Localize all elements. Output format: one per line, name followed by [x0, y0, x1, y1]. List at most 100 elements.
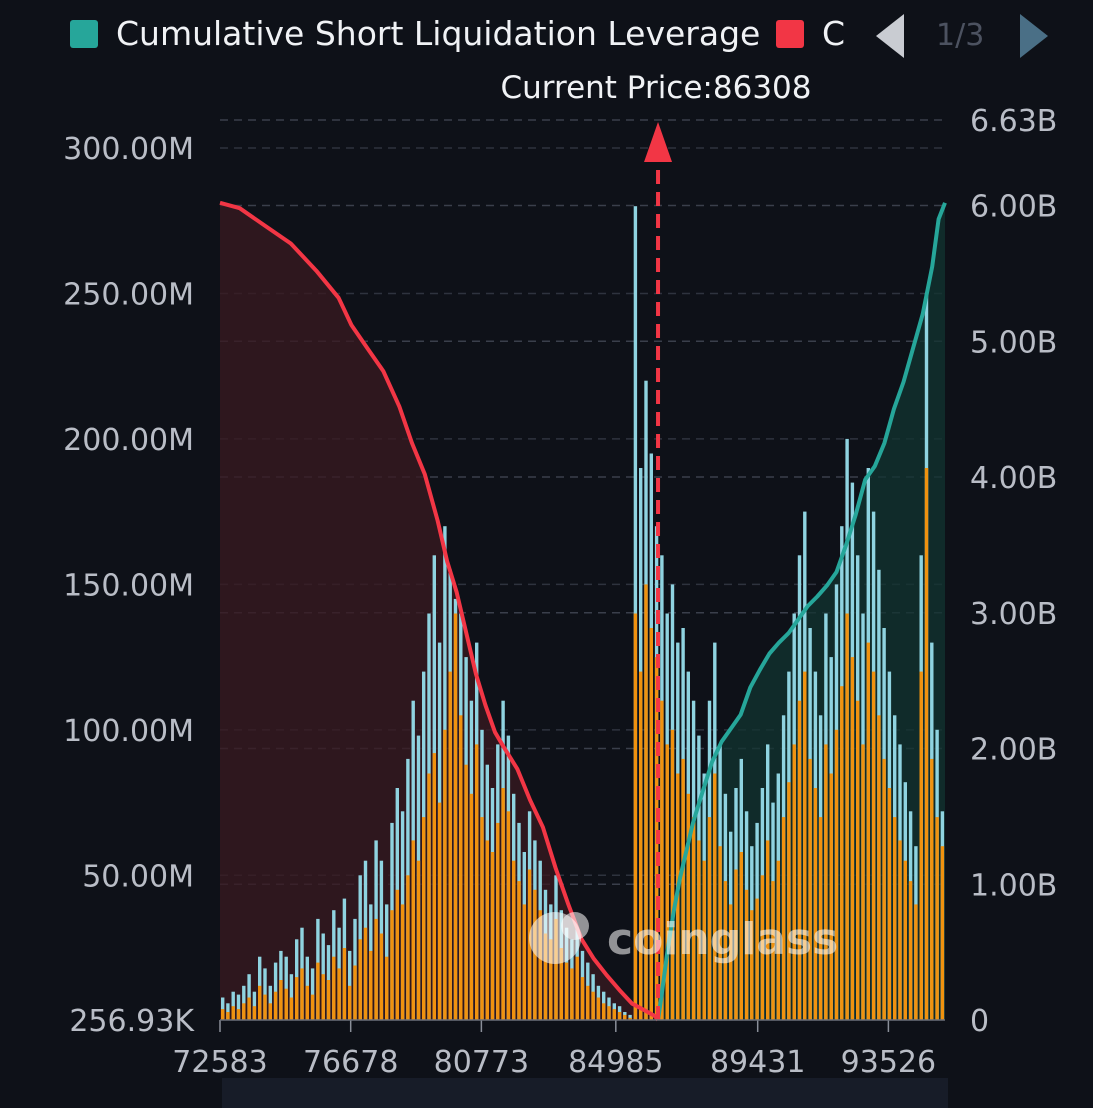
bar-orange [776, 860, 780, 1020]
bar-orange [459, 715, 463, 1020]
watermark-text: coinglass [607, 914, 838, 965]
bar-cyan [310, 968, 315, 1020]
bar-cyan [633, 206, 638, 1020]
bar-orange [723, 881, 728, 1020]
bar-orange [268, 1003, 272, 1020]
y-right-tick-label: 6.00B [970, 190, 1057, 225]
bar-orange [691, 817, 696, 1020]
bar-orange [660, 700, 664, 1020]
short-cumulative-line [656, 202, 947, 1021]
bar-orange [284, 988, 288, 1020]
y-left-tick-label: 256.93K [69, 1004, 195, 1039]
legend-prev-page-icon[interactable] [876, 14, 904, 58]
bar-cyan [268, 985, 272, 1020]
bar-orange [411, 840, 415, 1020]
bar-orange [623, 1014, 627, 1020]
bar-orange [840, 686, 844, 1020]
bar-orange [612, 1009, 616, 1020]
y-left-tick-label: 300.00M [63, 132, 194, 167]
bar-orange [310, 994, 315, 1020]
legend-item-short[interactable]: Cumulative Short Liquidation Leverage [70, 14, 760, 53]
x-tick-label: 93526 [841, 1045, 936, 1080]
bar-orange [808, 758, 812, 1020]
bar-cyan [628, 1014, 632, 1020]
bar-orange [670, 729, 675, 1020]
y-right-tick-label: 4.00B [970, 461, 1057, 496]
bar-orange [887, 788, 892, 1020]
bar-orange [697, 840, 701, 1020]
bar-orange [575, 956, 579, 1020]
current-price-marker: Current Price:86308 [501, 70, 811, 1020]
bar-orange [533, 889, 537, 1020]
y-right-tick-label: 2.00B [970, 733, 1057, 768]
bar-cyan [284, 956, 288, 1020]
bar-orange [416, 860, 421, 1020]
bar-orange [443, 729, 447, 1020]
current-price-arrow-icon [644, 122, 673, 162]
bar-orange [385, 956, 389, 1020]
bar-orange [348, 985, 352, 1020]
bar-orange [231, 1006, 235, 1020]
bar-orange [422, 817, 426, 1020]
legend-next-page-icon[interactable] [1020, 14, 1048, 58]
bar-orange [771, 881, 775, 1020]
bar-orange [400, 904, 405, 1020]
bar-orange [353, 965, 357, 1020]
bar-cyan [226, 1003, 230, 1020]
bar-orange [464, 764, 468, 1020]
bar-cyan [263, 968, 267, 1020]
bar-orange [437, 802, 442, 1020]
bar-orange [686, 793, 690, 1020]
bar-orange [358, 939, 362, 1020]
bar-orange [940, 846, 945, 1020]
bar-orange [406, 875, 410, 1020]
bar-orange [543, 933, 548, 1020]
bar-orange [760, 875, 765, 1020]
y-left-tick-label: 200.00M [63, 423, 194, 458]
legend-item-long[interactable]: C [776, 14, 845, 53]
y-right-tick-label: 3.00B [970, 597, 1057, 632]
bar-orange [279, 980, 283, 1020]
bar-orange [871, 671, 876, 1020]
watermark: coinglass [529, 912, 838, 965]
bar-orange [903, 860, 907, 1020]
bar-orange [390, 910, 394, 1020]
bar-orange [744, 889, 749, 1020]
bar-orange [337, 968, 341, 1020]
bar-orange [681, 758, 685, 1020]
bar-orange [252, 1006, 257, 1020]
bar-orange [512, 860, 516, 1020]
bar-orange [496, 822, 500, 1020]
y-right-tick-label: 1.00B [970, 868, 1057, 903]
bar-orange [787, 782, 791, 1020]
bar-orange [755, 898, 759, 1020]
bar-orange [861, 744, 865, 1020]
bar-orange [295, 977, 299, 1020]
bar-orange [538, 910, 542, 1020]
bar-orange [850, 657, 855, 1020]
bar-orange [273, 991, 278, 1020]
bar-orange [766, 840, 770, 1020]
bar-orange [469, 793, 474, 1020]
bar-orange [432, 753, 436, 1020]
bar-orange [395, 889, 399, 1020]
bar-orange [882, 758, 886, 1020]
legend-label-long: C [822, 14, 846, 53]
bar-orange [930, 758, 934, 1020]
bar-orange [480, 817, 484, 1020]
bar-orange [596, 997, 601, 1020]
y-left-tick-label: 150.00M [63, 568, 194, 603]
bar-orange [263, 994, 267, 1020]
cumulative-lines [219, 200, 947, 1022]
bar-orange [554, 918, 558, 1020]
bar-orange [342, 948, 347, 1020]
zoom-scrollbar[interactable] [222, 1078, 948, 1108]
bar-orange [236, 1009, 241, 1020]
bar-orange [490, 852, 495, 1020]
bar-orange [363, 927, 368, 1020]
y-right-tick-label: 6.63B [970, 104, 1057, 139]
bar-orange [527, 869, 532, 1020]
legend-page-indicator: 1/3 [936, 18, 985, 53]
legend-swatch-long [776, 19, 804, 48]
